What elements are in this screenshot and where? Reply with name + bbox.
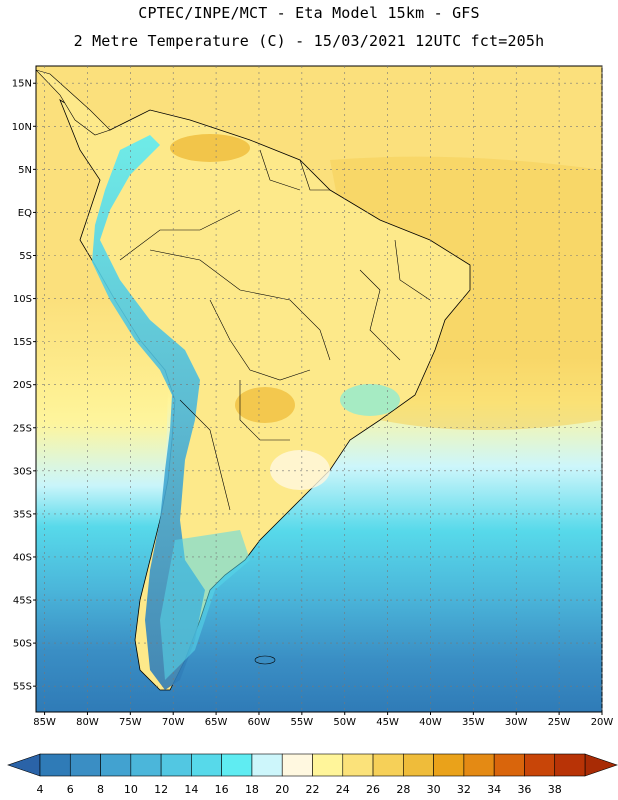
colorbar-label: 10	[124, 783, 138, 796]
lon-tick-label: 50W	[333, 717, 356, 728]
colorbar-swatch	[342, 753, 374, 777]
lat-tick-label: 10S	[13, 294, 32, 305]
colorbar-swatch	[463, 753, 495, 777]
colorbar-swatch	[100, 753, 132, 777]
lon-tick-label: 55W	[291, 717, 314, 728]
lat-tick-label: 40S	[13, 552, 32, 563]
lon-tick-label: 45W	[376, 717, 399, 728]
colorbar-label: 22	[306, 783, 320, 796]
lat-tick-label: 10N	[12, 122, 32, 133]
pacific-cool-zone	[36, 300, 170, 712]
colorbar-label: 30	[427, 783, 441, 796]
map-frame	[35, 65, 603, 713]
colorbar-label: 34	[487, 783, 501, 796]
colorbar-swatch	[191, 753, 222, 777]
falkland-islands	[254, 655, 276, 665]
colorbar-swatch	[39, 753, 71, 777]
colorbar-label: 20	[275, 783, 289, 796]
map-title-line-2: 2 Metre Temperature (C) - 15/03/2021 12U…	[73, 32, 545, 50]
colorbar-swatch	[281, 753, 313, 777]
colorbar-over-arrow	[584, 753, 618, 777]
lat-tick-label: EQ	[18, 208, 32, 219]
colorbar-swatch	[493, 753, 525, 777]
colorbar-swatch	[524, 753, 556, 777]
lat-tick-label: 35S	[13, 509, 32, 520]
latitude-ticks: 15N 10N 5N EQ 5S 10S 15S 20S 25S 30S 35S 40S 45S 50S 5…	[12, 79, 36, 693]
colorbar-swatch	[372, 753, 404, 777]
colorbar-label: 32	[457, 783, 471, 796]
lat-tick-label: 15S	[13, 337, 32, 348]
lon-tick-label: 80W	[76, 717, 99, 728]
lat-tick-label: 15N	[12, 79, 32, 90]
lat-tick-label: 5S	[19, 251, 32, 262]
lat-tick-label: 20S	[13, 380, 32, 391]
colorbar-swatch	[221, 753, 253, 777]
lon-tick-label: 35W	[462, 717, 485, 728]
lat-tick-label: 25S	[13, 423, 32, 434]
graticule	[36, 66, 603, 712]
central-america-land	[36, 69, 111, 136]
lon-tick-label: 60W	[248, 717, 271, 728]
colorbar-swatch	[130, 753, 162, 777]
colorbar-swatch	[433, 753, 465, 777]
lon-tick-label: 20W	[591, 717, 614, 728]
colorbar: 4 6 8 10 12 14 16 18 20 22 24 26 28 30 32 34 36 38	[7, 753, 618, 796]
temperature-field	[36, 66, 602, 712]
lon-tick-label: 30W	[505, 717, 528, 728]
longitude-ticks: 85W 80W 75W 70W 65W 60W 55W 50W 45W 40W 35W 30W 25W 2…	[33, 712, 613, 728]
colorbar-label: 36	[517, 783, 531, 796]
uruguay-mild-zone	[270, 450, 330, 490]
lon-tick-label: 25W	[548, 717, 571, 728]
lat-tick-label: 45S	[13, 596, 32, 607]
colorbar-label: 24	[336, 783, 350, 796]
colorbar-label: 6	[67, 783, 74, 796]
lon-tick-label: 65W	[205, 717, 228, 728]
lat-tick-label: 5N	[18, 165, 32, 176]
map-title-line-1: CPTEC/INPE/MCT - Eta Model 15km - GFS	[138, 4, 480, 22]
colorbar-label: 4	[37, 783, 44, 796]
colorbar-swatch	[403, 753, 434, 777]
colorbar-swatch	[251, 753, 283, 777]
patagonia-cool-zone	[160, 530, 250, 680]
colorbar-label: 12	[154, 783, 168, 796]
colorbar-label: 18	[245, 783, 259, 796]
lon-tick-label: 75W	[119, 717, 142, 728]
colorbar-label: 26	[366, 783, 380, 796]
paraguay-hotspot	[235, 387, 295, 423]
colorbar-label: 28	[396, 783, 410, 796]
country-borders	[119, 149, 431, 511]
colorbar-swatch	[69, 753, 101, 777]
colorbar-label: 16	[215, 783, 229, 796]
lon-tick-label: 40W	[419, 717, 442, 728]
colorbar-swatch	[160, 753, 192, 777]
colorbar-swatch	[312, 753, 344, 777]
colorbar-label: 38	[548, 783, 562, 796]
lat-tick-label: 55S	[13, 682, 32, 693]
colorbar-label: 8	[97, 783, 104, 796]
colorbar-label: 14	[184, 783, 198, 796]
colorbar-swatch	[554, 753, 586, 777]
venezuela-hotspot	[170, 134, 250, 162]
lat-tick-label: 30S	[13, 466, 32, 477]
lon-tick-label: 70W	[162, 717, 185, 728]
lat-tick-label: 50S	[13, 639, 32, 650]
colorbar-under-arrow	[7, 753, 41, 777]
lon-tick-label: 85W	[33, 717, 56, 728]
southeast-brazil-cool-zone	[340, 384, 400, 416]
